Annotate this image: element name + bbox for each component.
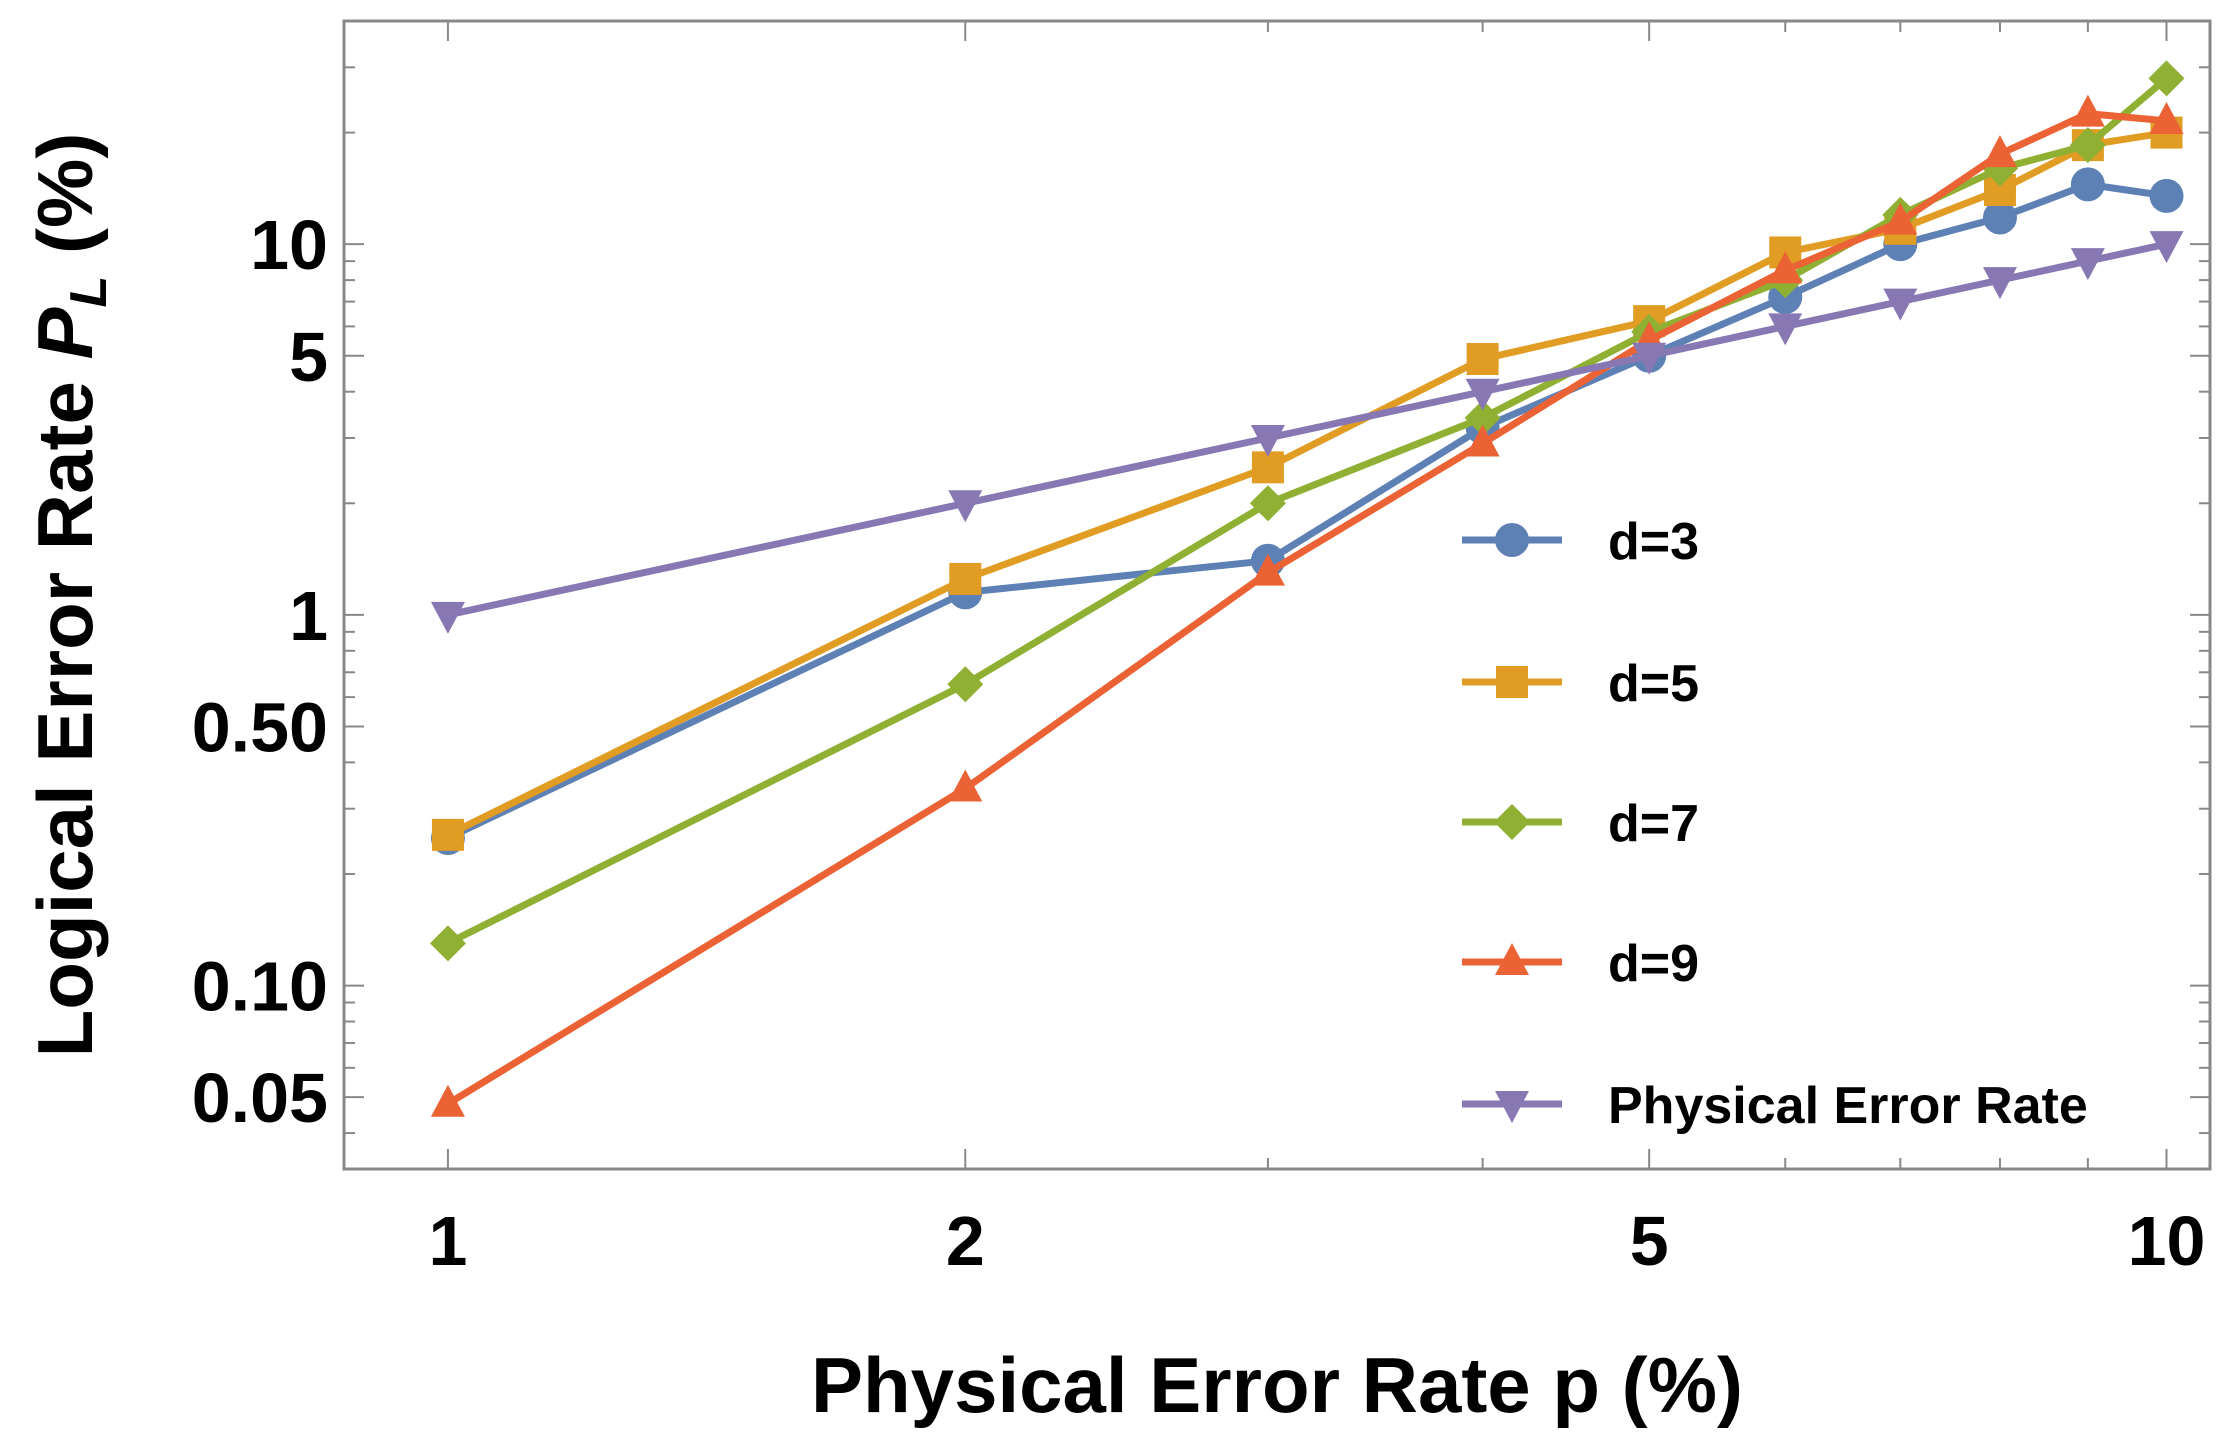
legend-label: d=3 <box>1608 513 1699 571</box>
series-0 <box>430 167 2184 856</box>
series-layer <box>429 60 2185 1117</box>
data-point <box>2149 101 2184 134</box>
x-tick-label: 10 <box>2128 1202 2206 1280</box>
data-point <box>1250 553 1285 586</box>
y-axis-title-subscript: L <box>60 276 118 308</box>
series-2 <box>429 60 2185 962</box>
y-axis-title-suffix: (%) <box>21 133 109 276</box>
legend-swatch-marker <box>1495 943 1529 975</box>
legend-item: d=5 <box>1462 655 1699 713</box>
y-tick-label: 10 <box>250 206 328 284</box>
y-axis-ticks: 0.05 0.10 0.50 1 5 10 <box>192 20 2210 1137</box>
x-tick-label: 1 <box>428 1202 467 1280</box>
y-tick-label: 0.10 <box>192 948 328 1026</box>
data-point <box>2149 231 2184 264</box>
data-point <box>2149 178 2184 213</box>
data-point <box>1464 399 1501 436</box>
series-3 <box>430 94 2184 1117</box>
y-tick-label: 5 <box>289 318 328 396</box>
legend: d=3 d=5 d=7 d=9 Physical Error Rate <box>1462 513 2088 1135</box>
data-point <box>431 818 464 851</box>
data-point <box>2148 60 2185 97</box>
legend-swatch-marker <box>1495 1091 1529 1123</box>
data-point <box>1465 378 1500 411</box>
legend-swatch-marker <box>1494 804 1530 840</box>
series-4 <box>430 231 2184 634</box>
data-point <box>1768 251 1803 284</box>
plot-frame <box>342 19 2212 1171</box>
data-point <box>2070 248 2105 281</box>
x-axis-title: Physical Error Rate p (%) <box>811 1341 1743 1429</box>
legend-item: d=7 <box>1462 795 1699 853</box>
data-point <box>1250 425 1285 458</box>
data-point <box>1768 313 1803 346</box>
legend-item: d=3 <box>1462 513 1699 571</box>
legend-item: Physical Error Rate <box>1462 1077 2088 1135</box>
data-point <box>2070 167 2105 202</box>
data-point <box>430 601 465 634</box>
legend-label: d=9 <box>1608 935 1699 993</box>
data-point <box>948 769 983 802</box>
series-line <box>446 180 2168 842</box>
legend-swatch-marker <box>1495 523 1529 557</box>
data-point <box>949 562 982 595</box>
legend-label: d=5 <box>1608 655 1699 713</box>
data-point <box>1466 343 1499 376</box>
y-tick-label: 0.05 <box>192 1059 328 1137</box>
data-point <box>429 925 466 962</box>
y-tick-label: 0.50 <box>192 688 328 766</box>
legend-label: d=7 <box>1608 795 1699 853</box>
data-point <box>947 666 984 703</box>
x-tick-label: 5 <box>1630 1202 1669 1280</box>
y-axis-title-prefix: Logical Error Rate <box>21 359 109 1057</box>
legend-label: Physical Error Rate <box>1608 1077 2088 1135</box>
series-1 <box>431 116 2183 851</box>
y-axis-title-symbol: P <box>21 306 109 359</box>
legend-item: d=9 <box>1462 935 1699 993</box>
series-line <box>447 240 2168 619</box>
data-point <box>2069 127 2106 164</box>
data-point <box>1982 135 2017 168</box>
series-line <box>446 129 2168 839</box>
data-point <box>1249 485 1286 522</box>
data-point <box>1632 342 1667 375</box>
y-axis-title: Logical Error Rate PL (%) <box>21 133 118 1058</box>
data-point <box>948 490 983 523</box>
x-tick-label: 2 <box>946 1202 985 1280</box>
data-point <box>1883 202 1918 235</box>
legend-swatch-marker <box>1496 666 1528 698</box>
y-tick-label: 1 <box>289 577 328 655</box>
data-point <box>2070 94 2105 127</box>
data-point <box>1982 267 2017 300</box>
series-line <box>446 110 2167 1107</box>
data-point <box>1883 288 1918 321</box>
data-point <box>1465 424 1500 457</box>
data-point <box>430 1084 465 1117</box>
x-axis-ticks: 1 2 5 10 <box>428 21 2205 1280</box>
data-point <box>1982 200 2017 235</box>
